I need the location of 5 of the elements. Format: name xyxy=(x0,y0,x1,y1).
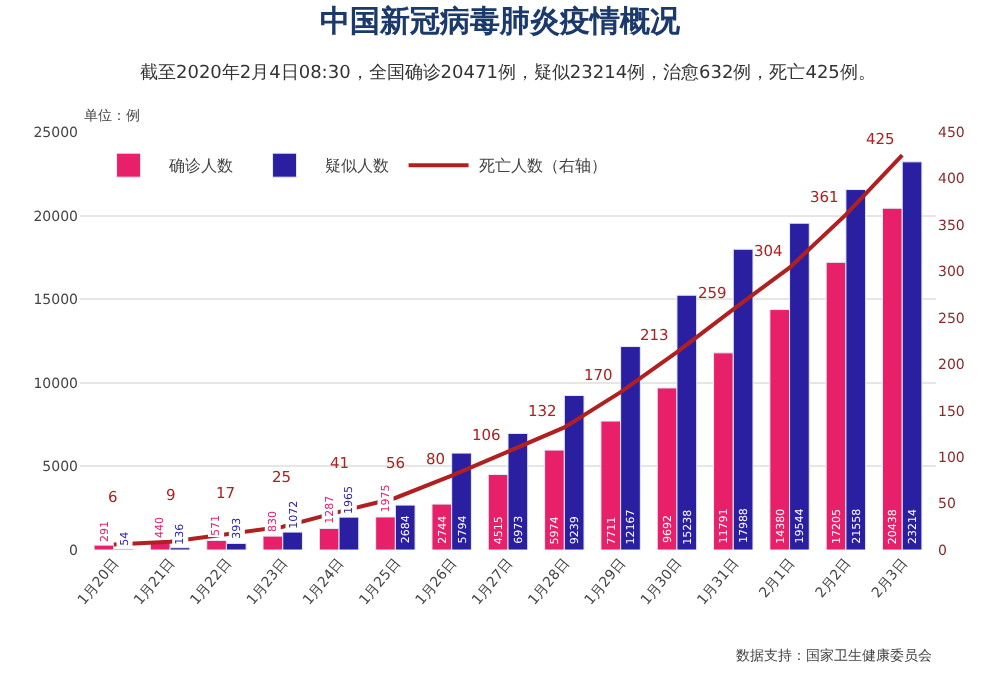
legend-label: 死亡人数（右轴） xyxy=(478,157,607,176)
legend-label: 确诊人数 xyxy=(166,157,233,176)
chart-subtitle: 截至2020年2月4日08:30，全国确诊20471例，疑似23214例，治愈632例，死亡425例。 xyxy=(140,62,876,84)
chart-title: 中国新冠病毒肺炎疫情概况 xyxy=(320,3,682,40)
legend-label: 疑似人数 xyxy=(324,157,389,176)
